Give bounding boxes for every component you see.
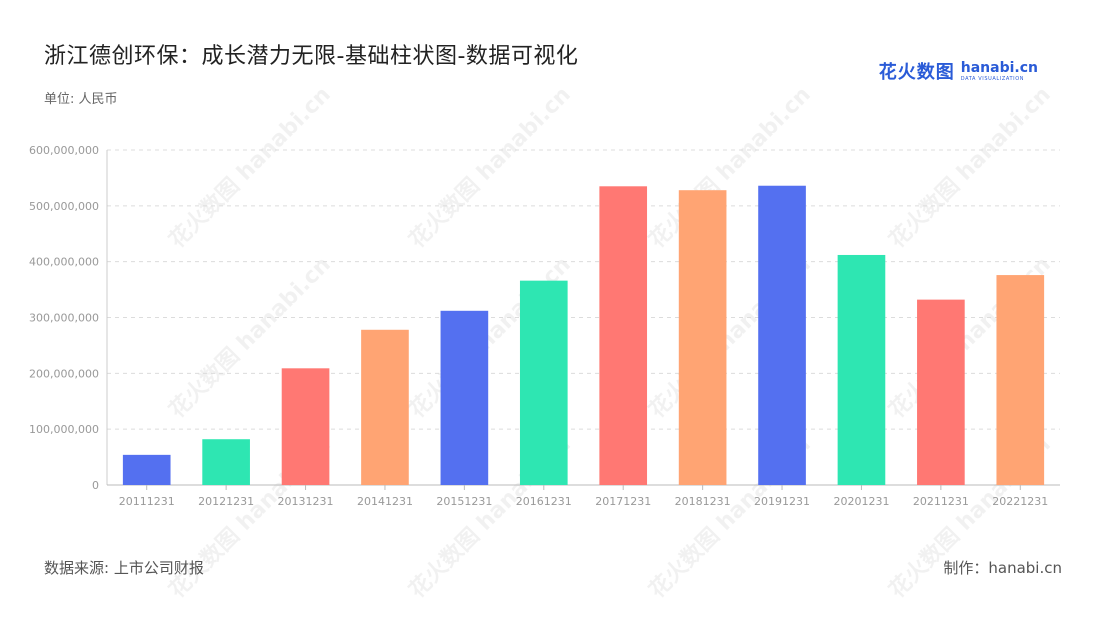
logo-chinese: 花火数图: [878, 62, 955, 83]
logo-subtitle: DATA VISUALIZATION: [960, 75, 1025, 82]
logo-english-block: hanabi.cn DATA VISUALIZATION: [961, 61, 1038, 82]
data-source: 数据来源: 上市公司财报: [44, 559, 204, 577]
bar: [996, 275, 1045, 485]
x-tick-label: 20131231: [278, 495, 334, 508]
x-tick-label: 20111231: [119, 495, 175, 508]
bar: [837, 254, 886, 485]
page-title: 浙江德创环保：成长潜力无限-基础柱状图-数据可视化: [44, 44, 579, 69]
x-tick-label: 20171231: [595, 495, 651, 508]
x-tick-label: 20191231: [754, 495, 810, 508]
x-tick-label: 20161231: [516, 495, 572, 508]
bar: [122, 454, 171, 485]
x-tick-label: 20141231: [357, 495, 413, 508]
y-tick-label: 500,000,000: [29, 200, 99, 213]
bar: [281, 368, 330, 485]
logo-english: hanabi.cn: [960, 59, 1038, 76]
bar: [202, 439, 250, 485]
x-tick-label: 20181231: [675, 495, 731, 508]
y-tick-label: 300,000,000: [29, 312, 99, 325]
bar: [917, 299, 965, 485]
bar: [361, 329, 409, 485]
y-tick-label: 600,000,000: [29, 144, 99, 157]
x-tick-label: 20221231: [992, 495, 1048, 508]
x-tick-label: 20151231: [436, 495, 492, 508]
bar: [599, 186, 648, 485]
x-tick-label: 20201231: [833, 495, 889, 508]
y-tick-label: 0: [92, 479, 99, 492]
unit-label: 单位: 人民币: [44, 92, 118, 107]
credit: 制作：hanabi.cn: [943, 559, 1062, 577]
brand-logo: 花火数图 hanabi.cn DATA VISUALIZATION: [879, 58, 1038, 84]
x-tick-label: 20211231: [913, 495, 969, 508]
bar: [678, 190, 727, 485]
y-tick-label: 400,000,000: [29, 256, 99, 269]
x-tick-label: 20121231: [198, 495, 254, 508]
bar: [758, 185, 806, 485]
y-tick-label: 100,000,000: [29, 423, 99, 436]
y-tick-label: 200,000,000: [29, 367, 99, 380]
bar: [440, 310, 489, 485]
bar: [519, 280, 568, 485]
